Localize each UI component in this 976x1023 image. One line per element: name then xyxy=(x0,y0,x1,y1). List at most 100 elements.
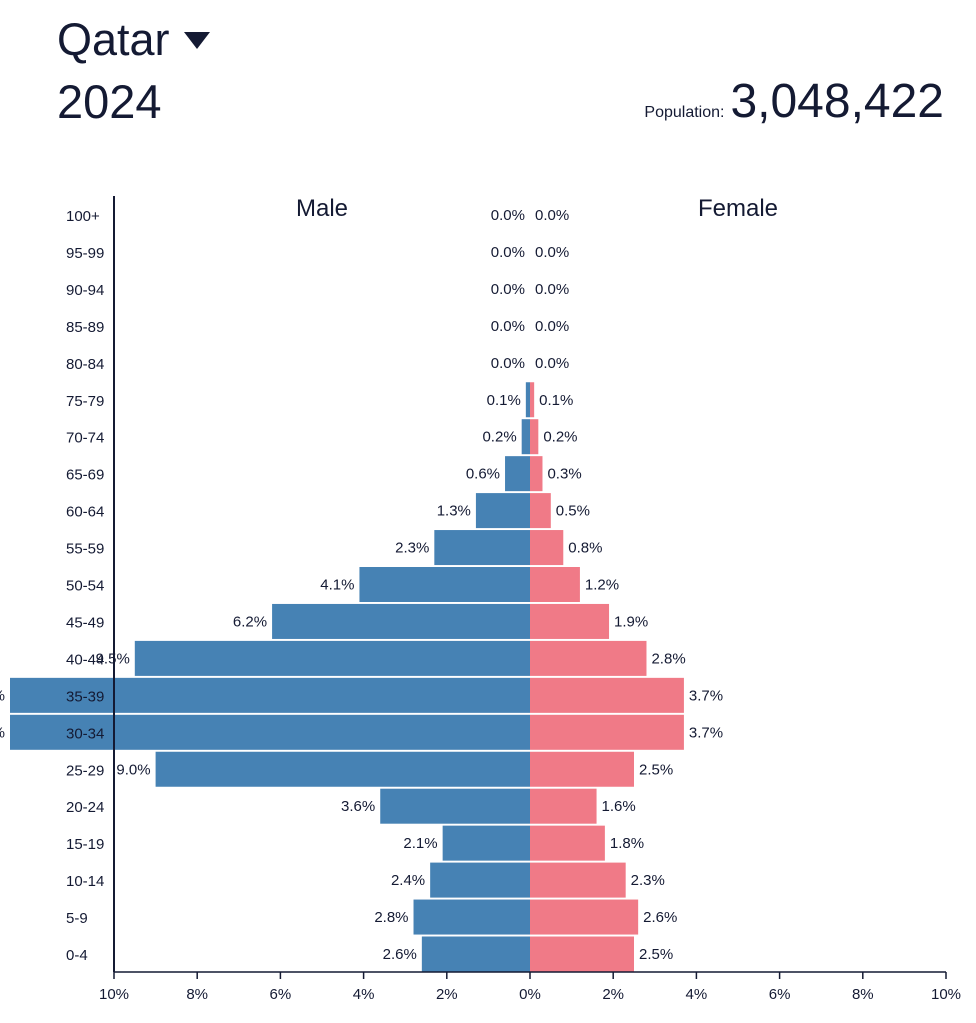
female-bar-25-29 xyxy=(530,751,634,787)
female-bar-10-14 xyxy=(530,862,626,898)
male-value-label: 0.0% xyxy=(491,281,525,298)
age-group-label: 80-84 xyxy=(66,356,104,373)
female-value-label: 0.8% xyxy=(568,540,602,557)
female-value-label: 3.7% xyxy=(689,687,723,704)
age-group-label: 95-99 xyxy=(66,245,104,262)
male-value-label: 12.5% xyxy=(0,687,5,704)
male-value-label: 0.6% xyxy=(466,466,500,483)
male-value-label: 0.0% xyxy=(491,318,525,335)
age-group-label: 15-19 xyxy=(66,836,104,853)
female-value-label: 1.8% xyxy=(610,835,644,852)
female-value-label: 1.9% xyxy=(614,613,648,630)
female-value-label: 1.2% xyxy=(585,577,619,594)
age-group-label: 60-64 xyxy=(66,504,104,521)
male-bar-0-4 xyxy=(421,936,530,972)
male-value-label: 0.0% xyxy=(491,355,525,372)
x-tick-label: 6% xyxy=(769,986,791,1003)
male-bar-45-49 xyxy=(272,603,530,639)
x-tick-label: 4% xyxy=(686,986,708,1003)
age-group-label: 75-79 xyxy=(66,393,104,410)
male-bar-55-59 xyxy=(434,530,530,566)
female-bar-35-39 xyxy=(530,677,684,713)
female-value-label: 0.0% xyxy=(535,244,569,261)
male-value-label: 2.1% xyxy=(403,835,437,852)
female-bar-20-24 xyxy=(530,788,597,824)
female-value-label: 0.2% xyxy=(543,429,577,446)
age-group-label: 30-34 xyxy=(66,725,104,742)
female-value-label: 1.6% xyxy=(602,798,636,815)
male-value-label: 0.0% xyxy=(491,244,525,261)
x-tick-label: 10% xyxy=(931,986,961,1003)
female-bar-15-19 xyxy=(530,825,605,861)
x-tick-label: 4% xyxy=(353,986,375,1003)
male-value-label: 2.3% xyxy=(395,540,429,557)
female-value-label: 2.8% xyxy=(651,650,685,667)
male-bar-15-19 xyxy=(442,825,530,861)
male-value-label: 0.1% xyxy=(487,392,521,409)
male-value-label: 2.8% xyxy=(374,909,408,926)
age-group-label: 0-4 xyxy=(66,947,88,964)
age-group-label: 85-89 xyxy=(66,319,104,336)
x-tick-label: 8% xyxy=(852,986,874,1003)
female-bar-0-4 xyxy=(530,936,634,972)
female-value-label: 0.0% xyxy=(535,318,569,335)
female-value-label: 0.5% xyxy=(556,503,590,520)
age-group-label: 90-94 xyxy=(66,282,104,299)
year-label: 2024 xyxy=(57,75,162,128)
population-label: Population: xyxy=(644,104,725,121)
female-value-label: 0.0% xyxy=(535,281,569,298)
dropdown-triangle-icon[interactable] xyxy=(183,31,210,49)
female-value-label: 2.5% xyxy=(639,946,673,963)
age-group-label: 55-59 xyxy=(66,541,104,558)
male-value-label: 9.0% xyxy=(116,761,150,778)
x-tick-label: 2% xyxy=(602,986,624,1003)
female-value-label: 3.7% xyxy=(689,724,723,741)
age-group-label: 5-9 xyxy=(66,910,88,927)
female-bar-60-64 xyxy=(530,493,551,529)
age-group-label: 10-14 xyxy=(66,873,104,890)
female-bar-45-49 xyxy=(530,603,610,639)
male-bar-75-79 xyxy=(525,382,530,418)
female-bar-40-44 xyxy=(530,640,647,676)
female-value-label: 0.0% xyxy=(535,207,569,224)
male-value-label: 1.3% xyxy=(437,503,471,520)
female-value-label: 0.0% xyxy=(535,355,569,372)
age-group-label: 35-39 xyxy=(66,688,104,705)
male-series-title: Male xyxy=(296,195,348,222)
male-value-label: 9.5% xyxy=(96,650,130,667)
male-bar-35-39 xyxy=(10,677,530,713)
male-bar-40-44 xyxy=(134,640,531,676)
male-bar-30-34 xyxy=(10,714,530,750)
male-bar-20-24 xyxy=(380,788,530,824)
male-value-label: 4.1% xyxy=(320,577,354,594)
male-bar-50-54 xyxy=(359,567,530,602)
male-value-label: 12.5% xyxy=(0,724,5,741)
male-value-label: 0.0% xyxy=(491,207,525,224)
population-value: 3,048,422 xyxy=(730,75,944,128)
country-name: Qatar xyxy=(57,14,170,65)
female-bar-65-69 xyxy=(530,456,543,492)
x-tick-label: 0% xyxy=(519,986,541,1003)
x-tick-label: 10% xyxy=(99,986,129,1003)
female-series-title: Female xyxy=(698,195,778,222)
female-bar-55-59 xyxy=(530,530,564,566)
male-value-label: 0.2% xyxy=(482,429,516,446)
age-group-label: 20-24 xyxy=(66,799,104,816)
male-bar-5-9 xyxy=(413,899,530,935)
country-selector[interactable]: Qatar xyxy=(57,14,210,66)
female-bar-75-79 xyxy=(530,382,535,418)
male-bar-60-64 xyxy=(475,493,530,529)
male-bar-70-74 xyxy=(521,419,530,455)
x-tick-label: 2% xyxy=(436,986,458,1003)
female-bar-70-74 xyxy=(530,419,539,455)
male-bar-25-29 xyxy=(155,751,530,787)
male-value-label: 2.4% xyxy=(391,872,425,889)
age-group-label: 50-54 xyxy=(66,578,104,595)
female-value-label: 2.5% xyxy=(639,761,673,778)
age-group-label: 25-29 xyxy=(66,762,104,779)
age-group-label: 100+ xyxy=(66,208,100,225)
male-bar-10-14 xyxy=(430,862,530,898)
male-bar-65-69 xyxy=(505,456,530,492)
population-display: Population: 3,048,422 xyxy=(644,76,944,128)
